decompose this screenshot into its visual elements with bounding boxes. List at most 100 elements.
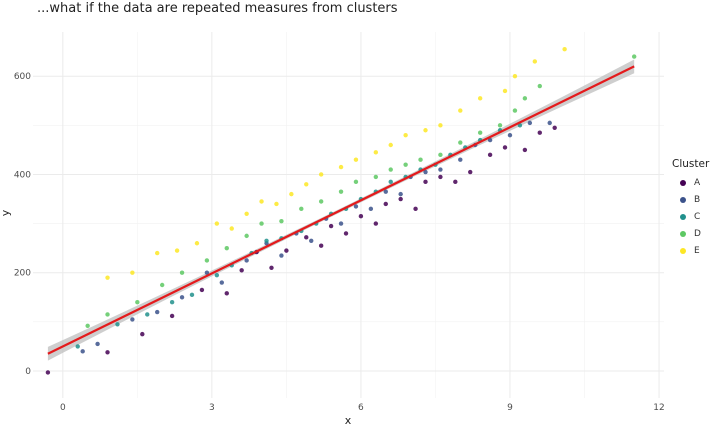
data-point-d — [373, 174, 379, 180]
data-point-b — [458, 157, 463, 162]
data-point-e — [388, 142, 393, 148]
data-point-c — [75, 344, 80, 349]
data-point-a — [284, 248, 289, 253]
data-point-a — [468, 169, 473, 175]
data-point-b — [547, 120, 552, 126]
data-point-b — [438, 167, 443, 172]
data-point-d — [418, 157, 423, 162]
data-point-e — [289, 191, 294, 197]
data-point-a — [398, 196, 403, 202]
data-point-d — [388, 167, 393, 172]
data-point-d — [537, 83, 542, 89]
x-tick-label: 3 — [209, 403, 215, 413]
y-tick-label: 0 — [25, 367, 31, 377]
data-point-e — [373, 150, 379, 155]
data-point-a — [487, 152, 493, 158]
legend-item-b: B — [672, 191, 709, 208]
data-point-e — [477, 96, 483, 101]
data-point-e — [458, 108, 463, 113]
data-point-a — [105, 350, 110, 355]
data-point-b — [179, 295, 185, 300]
legend-item-a: A — [672, 174, 709, 191]
data-point-e — [512, 74, 518, 79]
data-point-d — [512, 108, 518, 113]
y-tick-label: 600 — [14, 72, 31, 82]
data-point-b — [398, 191, 403, 197]
data-point-e — [229, 226, 234, 231]
data-point-a — [343, 231, 349, 236]
data-point-a — [358, 214, 364, 219]
legend-item-d: D — [672, 225, 709, 242]
data-point-e — [174, 248, 180, 253]
fit-line-layer — [47, 65, 635, 355]
data-point-e — [214, 221, 220, 226]
data-point-a — [140, 331, 145, 337]
data-point-b — [527, 120, 533, 126]
data-point-c — [517, 123, 523, 128]
data-point-e — [155, 250, 160, 256]
data-point-e — [532, 59, 538, 64]
data-point-a — [318, 243, 324, 248]
data-point-b — [487, 137, 493, 143]
data-point-c — [388, 179, 393, 185]
data-point-d — [403, 162, 408, 167]
legend-label: A — [694, 177, 701, 188]
data-point-a — [438, 174, 443, 180]
data-point-e — [244, 211, 249, 216]
data-point-d — [159, 282, 165, 288]
data-point-b — [383, 189, 388, 194]
legend-label: E — [694, 245, 700, 256]
data-point-d — [338, 189, 344, 194]
data-point-d — [438, 152, 443, 158]
data-point-e — [304, 182, 309, 187]
data-point-d — [299, 206, 304, 212]
regression-line — [47, 65, 635, 355]
data-point-d — [259, 221, 264, 226]
data-point-d — [477, 130, 483, 135]
data-point-e — [423, 128, 428, 133]
data-point-a — [423, 179, 428, 185]
tick-labels: 0 3 6 9 12 0 200 400 600 — [14, 72, 665, 413]
legend-swatch — [680, 230, 686, 237]
points-layer — [45, 46, 637, 375]
data-point-a — [552, 125, 557, 130]
data-point-e — [502, 88, 508, 94]
x-tick-label: 0 — [60, 403, 66, 413]
y-tick-label: 200 — [14, 269, 31, 279]
data-point-b — [353, 204, 359, 209]
data-point-d — [179, 270, 185, 275]
data-point-a — [502, 145, 508, 150]
data-point-b — [423, 169, 428, 175]
data-point-b — [219, 280, 225, 285]
data-point-e — [562, 46, 567, 52]
data-point-d — [497, 123, 503, 128]
data-point-a — [45, 370, 51, 375]
legend-label: D — [694, 228, 701, 239]
data-point-b — [309, 238, 314, 243]
data-point-a — [328, 223, 334, 229]
x-tick-label: 9 — [507, 403, 513, 413]
legend-label: C — [694, 211, 701, 222]
data-point-d — [631, 54, 637, 59]
data-point-c — [214, 272, 220, 278]
data-point-a — [199, 287, 205, 293]
chart-title: ...what if the data are repeated measure… — [37, 1, 398, 16]
data-point-c — [145, 312, 150, 317]
grid — [33, 32, 664, 398]
data-point-e — [403, 132, 408, 138]
data-point-d — [85, 323, 90, 328]
data-point-c — [264, 238, 269, 243]
data-point-e — [318, 172, 324, 177]
data-point-d — [458, 140, 463, 145]
data-point-b — [368, 206, 374, 212]
data-point-e — [194, 241, 200, 246]
data-point-a — [383, 201, 388, 207]
data-point-c — [115, 322, 120, 327]
data-point-a — [269, 265, 274, 271]
data-point-a — [169, 313, 175, 319]
data-point-c — [169, 300, 175, 305]
data-point-b — [80, 349, 85, 354]
data-point-b — [155, 309, 160, 315]
x-tick-label: 6 — [358, 403, 364, 413]
